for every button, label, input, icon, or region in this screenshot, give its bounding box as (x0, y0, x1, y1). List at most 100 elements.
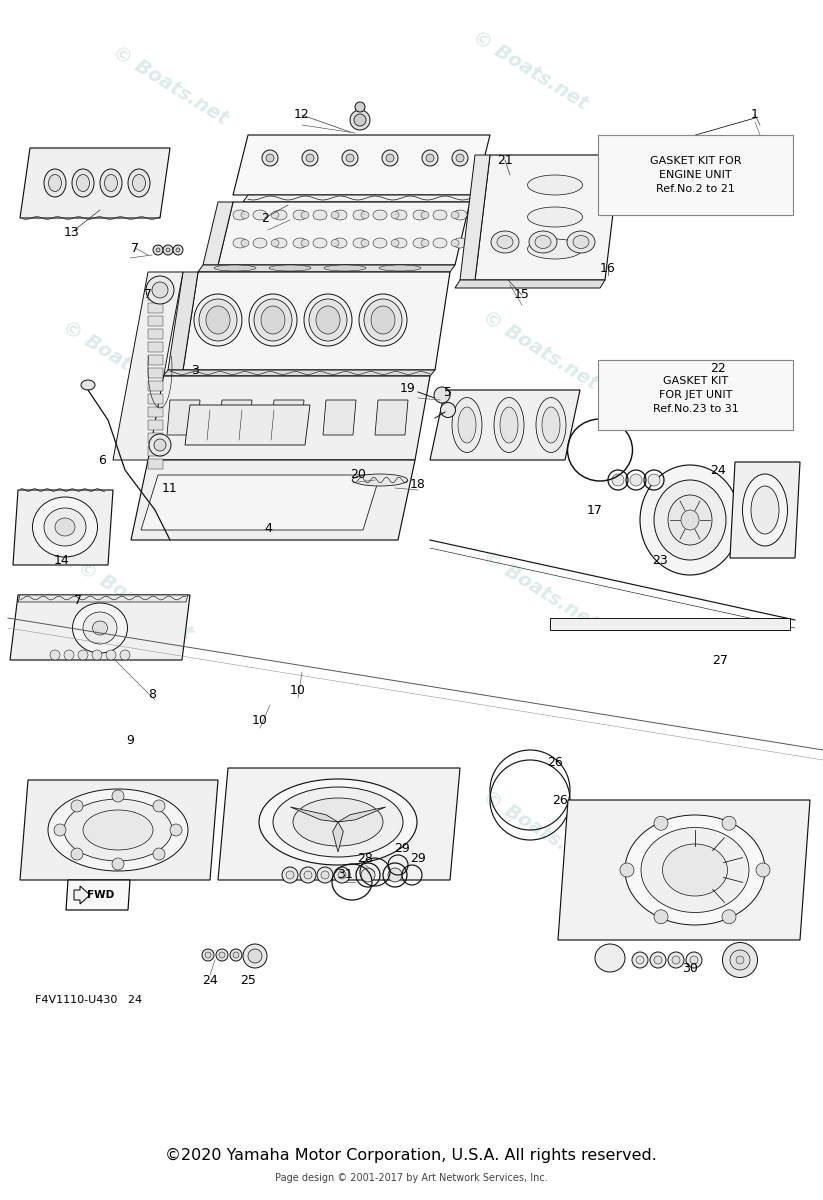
Ellipse shape (273, 210, 287, 220)
Text: 27: 27 (712, 654, 728, 666)
Circle shape (630, 474, 642, 486)
Ellipse shape (413, 238, 427, 248)
Polygon shape (148, 376, 430, 460)
Circle shape (612, 474, 624, 486)
Text: © Boats.net: © Boats.net (79, 797, 201, 883)
Circle shape (632, 952, 648, 968)
Circle shape (304, 871, 312, 878)
Bar (148, 368, 163, 378)
Text: © Boats.net: © Boats.net (58, 317, 181, 403)
Text: 28: 28 (357, 852, 373, 864)
Ellipse shape (371, 306, 395, 334)
Ellipse shape (249, 294, 297, 346)
Polygon shape (218, 202, 470, 265)
Circle shape (354, 114, 366, 126)
Polygon shape (131, 460, 415, 540)
Text: 19: 19 (400, 382, 416, 395)
Text: © Boats.net: © Boats.net (479, 547, 602, 634)
Circle shape (176, 248, 180, 252)
Ellipse shape (32, 497, 97, 557)
Text: GASKET KIT
FOR JET UNIT
Ref.No.23 to 31: GASKET KIT FOR JET UNIT Ref.No.23 to 31 (653, 376, 738, 414)
Polygon shape (430, 390, 580, 460)
Circle shape (120, 650, 130, 660)
Ellipse shape (72, 169, 94, 197)
Text: 22: 22 (710, 361, 726, 374)
Ellipse shape (573, 235, 589, 248)
Circle shape (153, 245, 163, 254)
Circle shape (247, 952, 253, 958)
Polygon shape (219, 400, 252, 434)
Circle shape (153, 800, 165, 812)
Circle shape (686, 952, 702, 968)
Polygon shape (550, 618, 790, 630)
Polygon shape (271, 400, 304, 434)
Ellipse shape (261, 306, 285, 334)
Ellipse shape (681, 510, 699, 530)
Circle shape (243, 944, 267, 968)
Ellipse shape (293, 210, 307, 220)
Ellipse shape (44, 508, 86, 546)
Circle shape (321, 871, 329, 878)
Circle shape (342, 150, 358, 166)
Circle shape (106, 650, 116, 660)
Ellipse shape (536, 397, 566, 452)
Circle shape (355, 102, 365, 112)
Polygon shape (163, 370, 435, 376)
Text: © Boats.net: © Boats.net (469, 26, 591, 113)
Ellipse shape (241, 211, 249, 218)
Ellipse shape (542, 407, 560, 443)
Ellipse shape (379, 265, 421, 271)
Text: 14: 14 (54, 553, 70, 566)
Ellipse shape (373, 210, 387, 220)
Text: 5: 5 (444, 386, 452, 400)
Ellipse shape (451, 211, 459, 218)
Circle shape (92, 650, 102, 660)
Bar (148, 290, 163, 300)
Polygon shape (338, 806, 386, 822)
Ellipse shape (333, 238, 347, 248)
Circle shape (456, 154, 464, 162)
Polygon shape (167, 400, 200, 434)
Polygon shape (475, 155, 620, 280)
Circle shape (112, 858, 124, 870)
Ellipse shape (316, 306, 340, 334)
Ellipse shape (77, 174, 90, 192)
Circle shape (654, 816, 668, 830)
Ellipse shape (451, 240, 459, 246)
Circle shape (248, 949, 262, 962)
Ellipse shape (497, 235, 513, 248)
Text: Page design © 2001-2017 by Art Network Services, Inc.: Page design © 2001-2017 by Art Network S… (275, 1174, 547, 1183)
Text: 7: 7 (74, 594, 82, 606)
Text: FWD: FWD (87, 890, 114, 900)
Ellipse shape (491, 230, 519, 253)
Text: 3: 3 (191, 364, 199, 377)
Circle shape (50, 650, 60, 660)
Polygon shape (141, 475, 380, 530)
Ellipse shape (453, 210, 467, 220)
Circle shape (78, 650, 88, 660)
Ellipse shape (359, 294, 407, 346)
Ellipse shape (48, 790, 188, 871)
Ellipse shape (736, 956, 744, 964)
Ellipse shape (500, 407, 518, 443)
Ellipse shape (273, 238, 287, 248)
Circle shape (361, 868, 375, 882)
Bar (148, 407, 163, 416)
Ellipse shape (253, 210, 267, 220)
Ellipse shape (364, 299, 402, 341)
Ellipse shape (100, 169, 122, 197)
Bar (148, 433, 163, 443)
Ellipse shape (55, 518, 75, 536)
Bar (148, 382, 163, 391)
Circle shape (338, 871, 346, 878)
Ellipse shape (361, 211, 369, 218)
Polygon shape (233, 134, 490, 194)
Ellipse shape (352, 474, 407, 486)
Ellipse shape (259, 779, 417, 865)
Circle shape (722, 910, 736, 924)
Text: GASKET KIT FOR
ENGINE UNIT
Ref.No.2 to 21: GASKET KIT FOR ENGINE UNIT Ref.No.2 to 2… (649, 156, 742, 194)
Polygon shape (203, 202, 233, 265)
Circle shape (346, 154, 354, 162)
Ellipse shape (233, 238, 247, 248)
Ellipse shape (324, 265, 366, 271)
